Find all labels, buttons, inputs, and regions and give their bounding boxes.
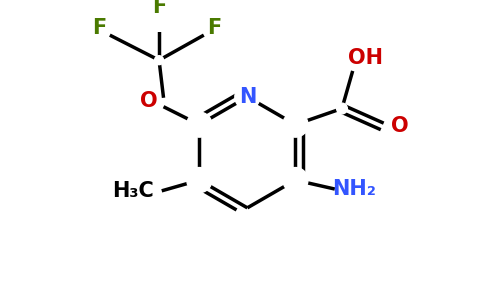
Text: F: F: [208, 18, 222, 38]
Text: O: O: [140, 92, 158, 111]
Circle shape: [283, 168, 308, 193]
Text: F: F: [152, 0, 166, 16]
Text: NH₂: NH₂: [333, 179, 377, 199]
Text: H₃C: H₃C: [112, 181, 154, 201]
Circle shape: [336, 103, 348, 114]
Circle shape: [187, 168, 212, 193]
Circle shape: [235, 84, 260, 110]
Circle shape: [283, 112, 308, 137]
Text: O: O: [391, 116, 409, 136]
Text: F: F: [92, 18, 106, 38]
Circle shape: [187, 112, 212, 137]
Text: N: N: [239, 87, 256, 107]
Circle shape: [154, 56, 164, 65]
Text: OH: OH: [348, 48, 383, 68]
